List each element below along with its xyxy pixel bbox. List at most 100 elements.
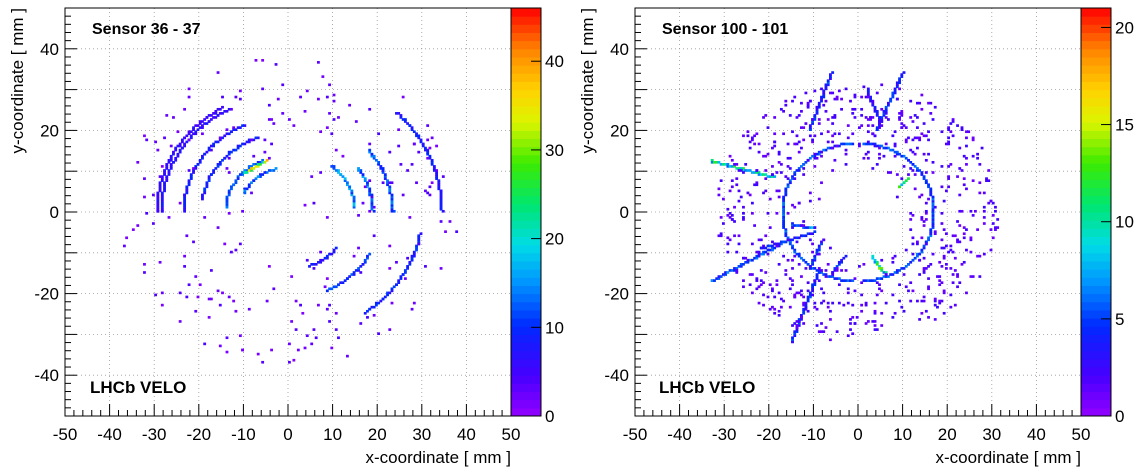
hit-cell bbox=[201, 154, 204, 158]
hit-cell bbox=[962, 177, 966, 180]
hit-cell bbox=[710, 161, 714, 164]
hit-cell bbox=[154, 293, 158, 297]
hit-arc bbox=[782, 142, 855, 282]
hit-cell bbox=[813, 134, 817, 138]
hit-cell bbox=[766, 244, 770, 248]
hit-cell bbox=[305, 258, 309, 262]
hit-cell bbox=[401, 95, 405, 99]
hit-arc bbox=[368, 148, 396, 213]
hit-cell bbox=[962, 236, 966, 240]
hit-cell bbox=[936, 305, 939, 309]
hit-cell bbox=[735, 177, 739, 180]
hit-cell bbox=[243, 142, 247, 146]
hit-cell bbox=[820, 287, 823, 291]
hit-cell bbox=[330, 287, 334, 291]
hit-cell bbox=[808, 226, 812, 229]
hit-cell bbox=[178, 201, 182, 205]
hit-cell bbox=[428, 193, 432, 197]
hit-cell bbox=[735, 267, 739, 270]
hit-cell bbox=[187, 179, 191, 182]
hit-cell bbox=[739, 263, 743, 266]
hit-cell bbox=[911, 163, 915, 166]
hit-cell bbox=[878, 146, 881, 150]
hit-cell bbox=[911, 252, 915, 256]
hit-cell bbox=[721, 163, 725, 166]
hit-cell bbox=[878, 116, 881, 119]
hit-cell bbox=[163, 171, 166, 174]
hit-cell bbox=[793, 330, 797, 333]
hit-cell bbox=[187, 183, 191, 187]
hit-cell bbox=[426, 191, 430, 195]
hit-cell bbox=[918, 101, 922, 105]
hit-cell bbox=[895, 152, 899, 156]
hit-cell bbox=[811, 242, 814, 246]
x-tick-label: -50 bbox=[623, 425, 648, 444]
hit-cell bbox=[773, 132, 777, 136]
hit-cell bbox=[759, 173, 763, 176]
hit-cell bbox=[927, 138, 930, 142]
hit-cell bbox=[891, 95, 895, 99]
hit-cell bbox=[869, 116, 872, 119]
color-scale-tick-label: 5 bbox=[1115, 310, 1124, 329]
hit-cell bbox=[873, 328, 877, 331]
hit-cell bbox=[444, 230, 447, 233]
hit-cell bbox=[359, 271, 363, 274]
hit-cell bbox=[815, 269, 819, 272]
hit-cell bbox=[757, 150, 761, 154]
hit-cell bbox=[875, 277, 879, 280]
panel-title: Sensor 100 - 101 bbox=[662, 21, 788, 38]
hit-cell bbox=[227, 193, 231, 197]
hit-cell bbox=[873, 142, 877, 146]
hit-cell bbox=[415, 181, 418, 185]
hit-cell bbox=[982, 205, 986, 209]
hit-cell bbox=[417, 150, 421, 154]
hit-cell bbox=[866, 142, 870, 146]
hit-cell bbox=[713, 279, 716, 282]
hit-cell bbox=[227, 132, 231, 136]
hit-cell bbox=[174, 148, 178, 152]
hit-cell bbox=[388, 328, 392, 331]
color-scale-band bbox=[1081, 122, 1111, 131]
hit-cell bbox=[183, 195, 187, 199]
hit-scatter bbox=[717, 83, 1000, 342]
hit-cell bbox=[898, 116, 901, 119]
hit-cell bbox=[730, 269, 734, 272]
hit-cell bbox=[247, 167, 251, 170]
hit-cell bbox=[730, 185, 734, 189]
hit-cell bbox=[811, 138, 814, 142]
hit-cell bbox=[813, 114, 817, 117]
hit-cell bbox=[151, 222, 155, 225]
hit-cell bbox=[419, 138, 423, 142]
hit-cell bbox=[742, 256, 745, 260]
hit-cell bbox=[218, 303, 222, 307]
hit-cell bbox=[183, 142, 187, 146]
color-scale-band bbox=[1081, 171, 1111, 180]
color-scale-band bbox=[1081, 301, 1111, 311]
hit-cell bbox=[270, 169, 273, 172]
hit-cell bbox=[370, 197, 374, 201]
hit-cell bbox=[390, 201, 394, 205]
color-scale-tick-label: 10 bbox=[545, 318, 564, 337]
color-scale-band bbox=[1081, 407, 1111, 417]
hit-cell bbox=[379, 299, 383, 303]
hit-cell bbox=[842, 142, 846, 146]
hit-cell bbox=[864, 142, 868, 146]
hit-cell bbox=[203, 118, 207, 121]
hit-cell bbox=[866, 140, 870, 144]
hit-cell bbox=[878, 120, 881, 123]
hit-cell bbox=[185, 140, 189, 144]
hit-cell bbox=[944, 263, 948, 266]
hit-cell bbox=[160, 195, 164, 199]
hit-cell bbox=[227, 152, 231, 156]
hit-cell bbox=[236, 175, 240, 178]
hit-cell bbox=[728, 212, 732, 215]
hit-cell bbox=[793, 322, 797, 325]
hit-cell bbox=[942, 246, 946, 250]
hit-cell bbox=[786, 258, 790, 262]
hit-cell bbox=[334, 328, 338, 331]
hit-cell bbox=[929, 228, 933, 231]
hit-cell bbox=[893, 154, 897, 158]
hit-cell bbox=[742, 205, 745, 209]
hit-cell bbox=[194, 124, 198, 127]
hit-cell bbox=[746, 191, 750, 195]
